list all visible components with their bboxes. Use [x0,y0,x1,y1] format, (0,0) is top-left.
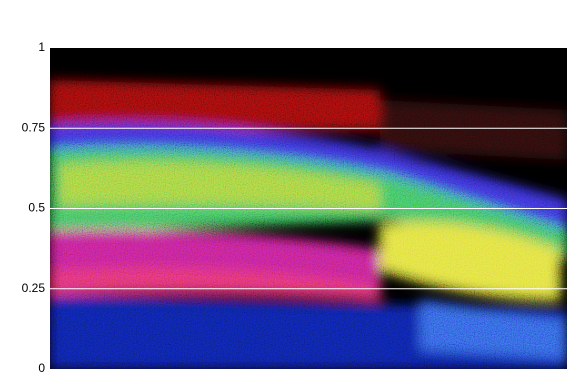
y-tick-label: 1 [38,40,45,54]
y-tick-label: 0.75 [22,120,46,134]
y-tick-label: 0.25 [22,281,46,295]
y-tick-label: 0 [38,361,45,375]
y-tick-label: 0.5 [28,201,45,215]
